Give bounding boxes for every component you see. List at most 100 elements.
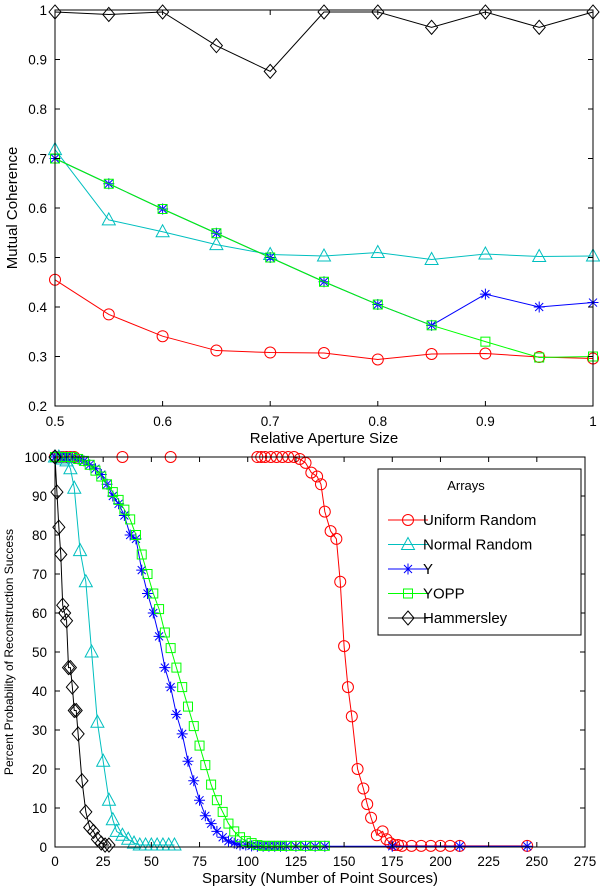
data-point-yopp [372, 299, 383, 310]
series-line-yopp [54, 158, 594, 358]
series-y [49, 153, 599, 331]
data-point-yopp [258, 840, 269, 851]
data-point-y [165, 681, 177, 693]
data-point-yopp [240, 836, 251, 847]
data-point-normal-random [72, 542, 88, 557]
chart0-ytick-label: 0.7 [28, 152, 47, 167]
data-point-yopp [171, 662, 182, 673]
data-point-uniform-random [338, 640, 351, 653]
data-point-yopp [217, 806, 228, 817]
chart0-ytick-label: 0.8 [28, 102, 47, 117]
data-point-yopp [136, 549, 147, 560]
series-yopp [50, 153, 598, 363]
data-point-hammersley [209, 37, 224, 54]
data-point-y [147, 607, 159, 619]
data-point-uniform-random [314, 478, 327, 491]
data-point-yopp [319, 840, 330, 851]
data-point-normal-random [120, 831, 136, 845]
data-point-uniform-random [311, 470, 324, 483]
data-point-yopp [125, 514, 136, 525]
data-point-hammersley [102, 6, 116, 23]
data-point-y [113, 498, 125, 510]
data-point-hammersley [532, 19, 546, 36]
chart1-xtick-label: 25 [96, 854, 111, 869]
data-point-yopp [113, 494, 124, 505]
chart1-xtick-label: 150 [333, 854, 356, 869]
data-point-hammersley [94, 835, 108, 851]
series-line-uniform-random [54, 279, 594, 360]
data-point-yopp [281, 840, 292, 851]
data-point-yopp [319, 276, 329, 287]
chart0-xtick-label: 1 [589, 414, 597, 429]
legend-item-yopp: YOPP [388, 586, 465, 603]
data-point-y [521, 840, 533, 852]
data-point-yopp [211, 228, 222, 239]
data-point-uniform-random [365, 811, 378, 824]
data-point-uniform-random [376, 825, 389, 838]
data-point-y [170, 708, 182, 720]
chart1-ytick-label: 90 [32, 489, 47, 504]
data-point-hammersley [57, 605, 72, 621]
data-point-y [95, 469, 107, 481]
legend-label: Normal Random [423, 537, 532, 554]
data-point-y [159, 662, 171, 674]
chart1-xtick-label: 50 [144, 854, 159, 869]
series-normal-random [47, 448, 182, 851]
data-point-hammersley [54, 546, 68, 563]
data-point-normal-random [105, 811, 121, 826]
data-point-yopp [154, 604, 165, 615]
legend-item-uniform-random: Uniform Random [388, 512, 536, 529]
series-yopp [50, 452, 330, 851]
data-point-yopp [96, 471, 107, 482]
chart0-xtick-label: 0.9 [476, 414, 495, 429]
chart0-ytick-label: 1 [39, 3, 47, 18]
series-line-y [54, 158, 594, 326]
data-point-normal-random [478, 245, 493, 260]
data-point-y [228, 837, 240, 849]
data-point-yopp [182, 701, 193, 712]
data-point-yopp [165, 643, 176, 654]
data-point-yopp [157, 203, 168, 214]
chart1-ytick-label: 60 [32, 606, 47, 621]
series-line-hammersley [54, 456, 109, 846]
data-point-y [246, 840, 258, 852]
data-point-yopp [310, 840, 321, 851]
mutual-coherence-chart: 0.5 0.6 0.7 0.8 0.9 1 0.2 0.3 0.4 0.5 0.6 0.7 0.8 0.9… [4, 3, 600, 447]
chart1-ytick-label: 10 [32, 801, 47, 816]
data-point-uniform-random [102, 308, 115, 321]
legend-item-hammersley: Hammersley [388, 610, 508, 627]
chart1-ytick-label: 80 [32, 528, 47, 543]
data-point-yopp [211, 795, 222, 806]
data-point-normal-random [84, 643, 99, 658]
data-point-yopp [119, 504, 130, 515]
data-point-normal-random [66, 480, 82, 494]
series-hammersley [48, 4, 600, 80]
series-uniform-random [49, 273, 599, 366]
chart0-xtick-label: 0.7 [261, 414, 280, 429]
data-point-uniform-random [361, 798, 374, 811]
legend-item-normal-random: Normal Random [388, 536, 532, 554]
data-point-yopp [148, 588, 159, 599]
data-point-yopp [300, 840, 311, 851]
data-point-yopp [263, 840, 274, 851]
chart0-xtick-label: 0.5 [46, 414, 65, 429]
data-point-y [176, 728, 188, 740]
chart1-ytick-label: 30 [32, 723, 47, 738]
data-point-uniform-random [371, 353, 384, 366]
chart1-xtick-label: 225 [477, 854, 500, 869]
data-point-y [234, 839, 246, 851]
chart0-ytick-label: 0.3 [28, 350, 47, 365]
data-point-y [240, 839, 252, 851]
data-point-y [222, 835, 234, 847]
data-point-y [89, 463, 101, 475]
data-point-normal-random [101, 211, 117, 226]
data-point-y [479, 288, 491, 300]
data-point-hammersley [102, 837, 116, 853]
data-point-yopp [142, 569, 153, 579]
data-point-hammersley [75, 772, 89, 789]
data-point-normal-random [167, 837, 182, 851]
legend-label: Uniform Random [423, 512, 536, 529]
data-point-yopp [223, 818, 234, 829]
data-point-y [130, 533, 142, 545]
